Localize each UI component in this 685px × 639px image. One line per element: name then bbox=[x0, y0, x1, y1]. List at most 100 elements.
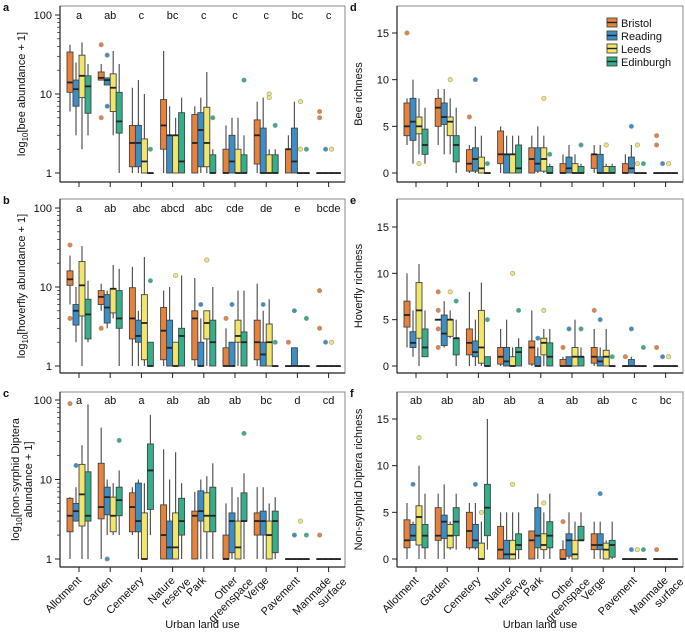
box-body bbox=[128, 492, 136, 533]
box-body bbox=[465, 149, 473, 172]
outlier-point bbox=[210, 115, 216, 121]
outlier-point bbox=[435, 326, 441, 332]
significance-letter: ab bbox=[410, 395, 422, 407]
box-bristol-8 bbox=[316, 532, 324, 560]
y-tick-label: 10 bbox=[377, 268, 389, 280]
outlier-point bbox=[317, 532, 323, 538]
box-reading-8 bbox=[659, 558, 667, 560]
y-tick-label: 1 bbox=[46, 361, 52, 373]
box-reading-1 bbox=[440, 484, 448, 559]
box-bristol-0 bbox=[403, 30, 411, 145]
box-body bbox=[602, 349, 610, 367]
outlier-point bbox=[98, 325, 104, 331]
box-edinburgh-5 bbox=[577, 326, 585, 367]
outlier-point bbox=[453, 298, 459, 304]
legend-item-edinburgh: Edinburgh bbox=[606, 56, 671, 69]
outlier-point bbox=[666, 354, 672, 360]
outlier-point bbox=[622, 354, 628, 360]
box-edinburgh-8 bbox=[334, 558, 342, 560]
box-bristol-8 bbox=[653, 344, 661, 367]
box-reading-3 bbox=[503, 319, 511, 367]
y-tick-label: 5 bbox=[383, 507, 389, 519]
box-edinburgh-1 bbox=[115, 268, 123, 366]
outlier-point bbox=[329, 146, 335, 152]
box-body bbox=[240, 154, 248, 174]
outlier-point bbox=[654, 344, 660, 350]
outlier-point bbox=[578, 142, 584, 148]
box-body bbox=[534, 147, 542, 172]
outlier-point bbox=[67, 401, 73, 407]
outlier-point bbox=[435, 344, 441, 350]
box-bristol-6 bbox=[590, 307, 598, 366]
box-leeds-6 bbox=[602, 142, 610, 174]
box-body bbox=[172, 341, 180, 367]
box-bristol-0 bbox=[66, 401, 74, 559]
significance-letter: d bbox=[294, 395, 300, 407]
box-body bbox=[115, 290, 123, 329]
outlier-point bbox=[541, 95, 547, 101]
box-body bbox=[228, 341, 236, 367]
x-tick-label-line: Park bbox=[184, 574, 209, 599]
box-edinburgh-8 bbox=[671, 172, 679, 174]
box-reading-5 bbox=[228, 302, 236, 367]
box-reading-4 bbox=[534, 335, 542, 367]
box-body bbox=[128, 287, 136, 340]
x-tick-label: Park bbox=[521, 574, 546, 599]
box-bristol-3 bbox=[497, 512, 505, 560]
box-reading-0 bbox=[72, 287, 80, 343]
box-edinburgh-3 bbox=[515, 307, 523, 367]
box-body bbox=[103, 77, 111, 86]
box-bristol-1 bbox=[97, 42, 105, 121]
box-bristol-2 bbox=[128, 87, 136, 173]
y-tick-label: 15 bbox=[377, 28, 389, 40]
outlier-point bbox=[241, 77, 247, 83]
outlier-point bbox=[666, 161, 672, 167]
box-body bbox=[546, 342, 554, 367]
box-reading-5 bbox=[565, 512, 573, 559]
box-body bbox=[477, 156, 485, 174]
box-body bbox=[191, 510, 199, 560]
significance-letter: c bbox=[232, 10, 238, 22]
box-body bbox=[134, 124, 142, 168]
box-reading-6 bbox=[596, 145, 604, 174]
box-bristol-1 bbox=[434, 493, 442, 559]
outlier-point bbox=[628, 123, 634, 129]
outlier-point bbox=[640, 344, 646, 350]
box-leeds-5 bbox=[571, 521, 579, 560]
box-body bbox=[515, 144, 523, 174]
box-body bbox=[621, 163, 629, 174]
box-reading-1 bbox=[103, 52, 111, 109]
box-bristol-3 bbox=[160, 51, 168, 173]
box-body bbox=[160, 307, 168, 361]
box-body bbox=[559, 549, 567, 560]
outlier-point bbox=[416, 435, 422, 441]
outlier-point bbox=[416, 161, 422, 167]
outlier-point bbox=[541, 307, 547, 313]
box-leeds-5 bbox=[234, 290, 242, 366]
y-tick-label: 100 bbox=[34, 395, 52, 407]
box-edinburgh-4 bbox=[209, 115, 217, 174]
box-bristol-1 bbox=[97, 427, 105, 559]
box-body bbox=[446, 116, 454, 137]
box-body bbox=[146, 443, 154, 510]
box-body bbox=[253, 512, 261, 536]
box-body bbox=[72, 502, 80, 522]
box-reading-3 bbox=[503, 512, 511, 560]
box-leeds-7 bbox=[296, 518, 304, 560]
box-body bbox=[209, 486, 217, 533]
box-body bbox=[203, 310, 211, 340]
box-body bbox=[222, 148, 230, 174]
outlier-point bbox=[317, 325, 323, 331]
box-leeds-4 bbox=[540, 307, 548, 366]
box-reading-8 bbox=[659, 161, 667, 174]
box-body bbox=[234, 520, 242, 560]
box-edinburgh-3 bbox=[178, 483, 186, 559]
box-reading-7 bbox=[627, 547, 635, 560]
significance-letter: cde bbox=[226, 203, 244, 215]
outlier-point bbox=[285, 339, 291, 345]
box-leeds-4 bbox=[203, 71, 211, 173]
significance-letter: ab bbox=[503, 395, 515, 407]
box-bristol-4 bbox=[191, 106, 199, 174]
box-body bbox=[577, 166, 585, 174]
